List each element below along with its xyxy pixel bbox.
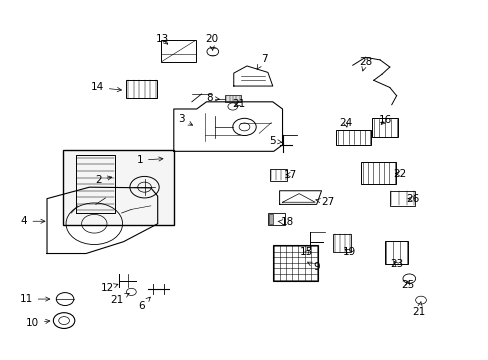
Text: 7: 7 [257,54,267,69]
Text: 27: 27 [315,197,334,207]
Text: 13: 13 [156,35,169,44]
Bar [272,244,317,281]
Text: 4: 4 [21,216,45,226]
Text: 18: 18 [277,217,293,227]
Text: 11: 11 [20,294,50,304]
Text: 24: 24 [339,118,352,128]
Text: 16: 16 [379,115,392,125]
Text: 5: 5 [269,136,281,146]
Text: 28: 28 [358,57,371,71]
Text: 21: 21 [411,301,425,317]
Bar [384,241,407,264]
Text: 19: 19 [342,247,355,257]
Bar [269,169,287,181]
Text: 20: 20 [204,35,218,50]
Bar [268,214,272,224]
Text: 22: 22 [392,168,406,179]
Bar [224,95,240,102]
Bar [389,191,414,206]
Text: 21: 21 [231,99,245,109]
Text: 25: 25 [401,280,414,290]
Text: 15: 15 [300,247,313,257]
Text: 26: 26 [405,194,419,204]
Text: 10: 10 [26,318,50,328]
Text: 23: 23 [389,259,403,269]
Text: 2: 2 [95,175,112,185]
Text: 1: 1 [136,155,163,165]
Bar [160,40,195,62]
Text: 14: 14 [90,82,121,93]
Bar [360,162,395,184]
Text: 12: 12 [100,283,118,293]
Bar [371,118,397,137]
Bar [332,234,350,252]
Text: 21: 21 [110,293,129,305]
Text: 6: 6 [138,297,150,311]
Text: 8: 8 [205,93,219,103]
Bar [126,80,157,98]
Bar [267,213,285,225]
Text: 17: 17 [284,170,297,180]
Text: 3: 3 [178,114,192,125]
Text: 9: 9 [307,262,319,272]
Bar [335,130,370,145]
Bar [63,149,174,225]
